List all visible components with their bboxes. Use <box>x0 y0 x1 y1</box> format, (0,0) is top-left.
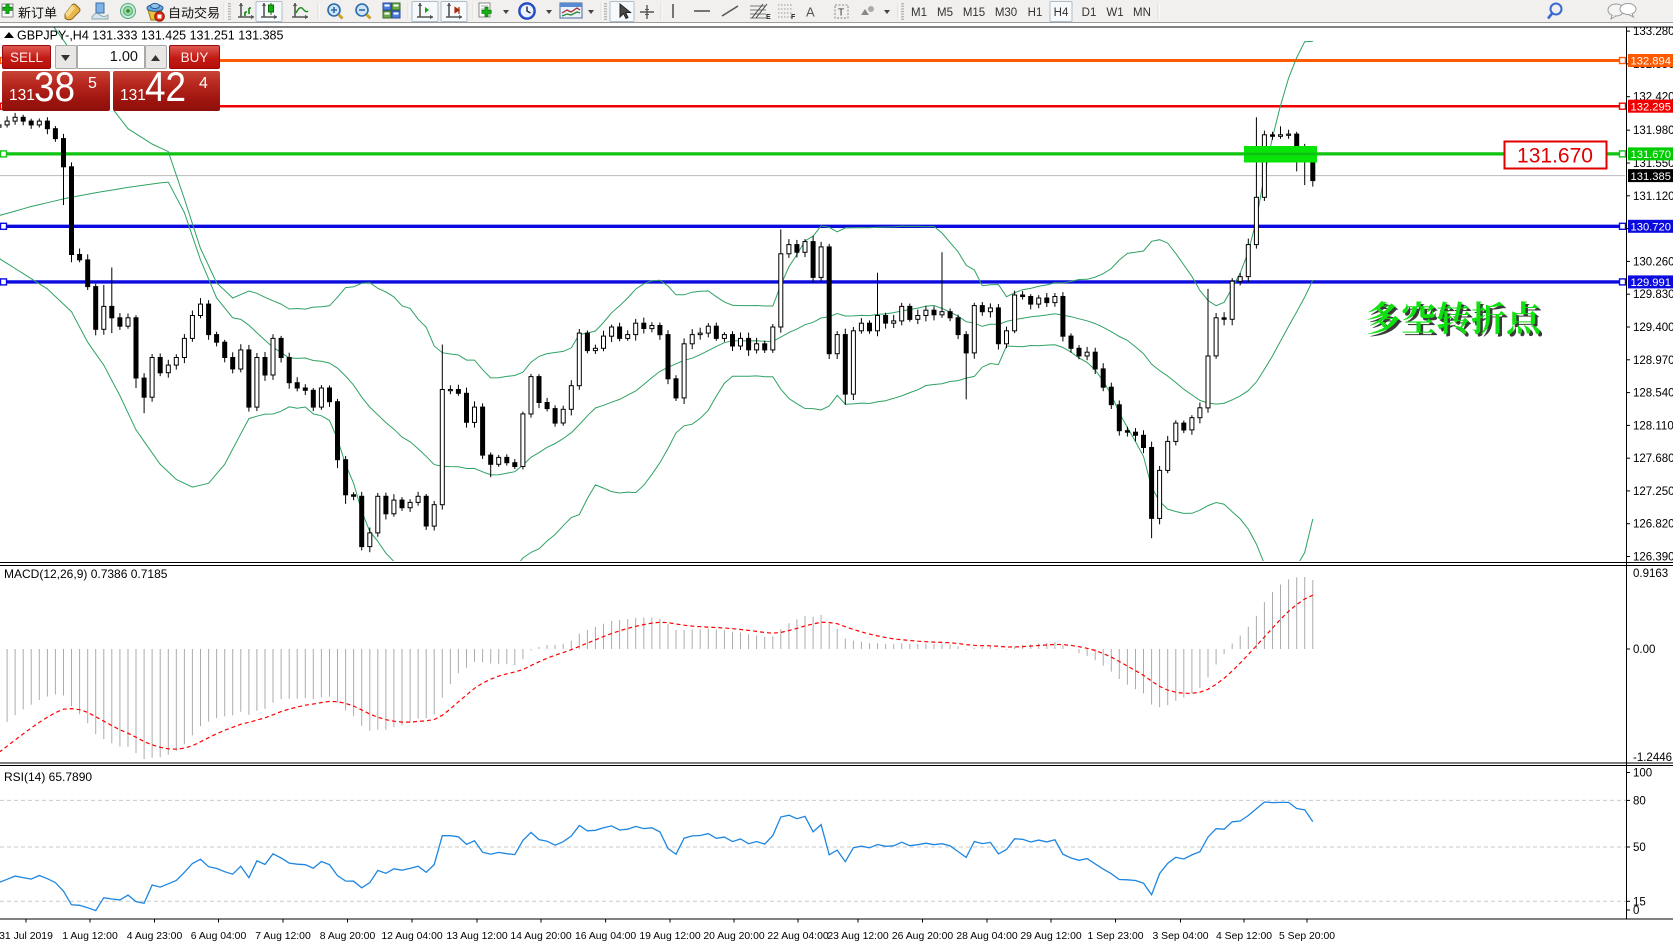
svg-text:130.260: 130.260 <box>1633 256 1673 268</box>
svg-text:131.120: 131.120 <box>1633 191 1673 203</box>
svg-text:129.991: 129.991 <box>1631 277 1671 289</box>
svg-text:14 Aug 20:00: 14 Aug 20:00 <box>510 931 571 942</box>
svg-text:133.280: 133.280 <box>1633 26 1673 38</box>
svg-text:H4: H4 <box>1054 7 1069 19</box>
svg-text:131.550: 131.550 <box>1633 158 1673 170</box>
svg-text:-1.2446: -1.2446 <box>1633 752 1672 764</box>
svg-text:M15: M15 <box>963 7 985 19</box>
svg-text:131.980: 131.980 <box>1633 125 1673 137</box>
svg-text:23 Aug 12:00: 23 Aug 12:00 <box>827 931 888 942</box>
svg-text:128.970: 128.970 <box>1633 355 1673 367</box>
svg-text:12 Aug 04:00: 12 Aug 04:00 <box>381 931 442 942</box>
svg-text:26 Aug 20:00: 26 Aug 20:00 <box>892 931 953 942</box>
svg-text:0.00: 0.00 <box>1633 644 1655 656</box>
svg-text:13 Aug 12:00: 13 Aug 12:00 <box>446 931 507 942</box>
svg-text:M30: M30 <box>995 7 1017 19</box>
svg-text:20 Aug 20:00: 20 Aug 20:00 <box>703 931 764 942</box>
svg-text:29 Aug 12:00: 29 Aug 12:00 <box>1020 931 1081 942</box>
svg-text:131.670: 131.670 <box>1517 145 1593 168</box>
svg-text:132.295: 132.295 <box>1631 101 1671 113</box>
svg-text:GBPJPY-,H4 131.333 131.425 13: GBPJPY-,H4 131.333 131.425 131.251 131.3… <box>17 29 283 43</box>
svg-text:126.390: 126.390 <box>1633 552 1673 564</box>
svg-text:129.830: 129.830 <box>1633 289 1673 301</box>
svg-text:3 Sep 04:00: 3 Sep 04:00 <box>1152 931 1208 942</box>
svg-text:MACD(12,26,9) 0.7386 0.7185: MACD(12,26,9) 0.7386 0.7185 <box>4 567 168 581</box>
svg-text:D1: D1 <box>1082 7 1097 19</box>
svg-text:E: E <box>766 14 771 21</box>
svg-text:1 Aug 12:00: 1 Aug 12:00 <box>62 931 118 942</box>
svg-text:127.680: 127.680 <box>1633 453 1673 465</box>
svg-text:22 Aug 04:00: 22 Aug 04:00 <box>767 931 828 942</box>
svg-text:19 Aug 12:00: 19 Aug 12:00 <box>639 931 700 942</box>
svg-text:M1: M1 <box>911 7 927 19</box>
svg-text:5 Sep 20:00: 5 Sep 20:00 <box>1279 931 1335 942</box>
svg-text:F: F <box>791 14 796 21</box>
svg-text:15: 15 <box>1633 896 1646 908</box>
svg-text:130.720: 130.720 <box>1631 222 1671 234</box>
svg-text:127.250: 127.250 <box>1633 486 1673 498</box>
svg-text:6 Aug 04:00: 6 Aug 04:00 <box>191 931 247 942</box>
svg-text:131.385: 131.385 <box>1631 171 1671 183</box>
svg-text:RSI(14) 65.7890: RSI(14) 65.7890 <box>4 770 92 784</box>
svg-text:129.400: 129.400 <box>1633 322 1673 334</box>
svg-text:W1: W1 <box>1106 7 1123 19</box>
svg-text:28 Aug 04:00: 28 Aug 04:00 <box>956 931 1017 942</box>
svg-text:132.894: 132.894 <box>1631 56 1671 68</box>
svg-text:1 Sep 23:00: 1 Sep 23:00 <box>1087 931 1143 942</box>
svg-text:4 Sep 12:00: 4 Sep 12:00 <box>1216 931 1272 942</box>
svg-text:7 Aug 12:00: 7 Aug 12:00 <box>255 931 311 942</box>
svg-text:0.9163: 0.9163 <box>1633 568 1668 580</box>
svg-text:128.110: 128.110 <box>1633 420 1673 432</box>
svg-text:50: 50 <box>1633 842 1646 854</box>
svg-text:A: A <box>806 5 815 20</box>
svg-text:126.820: 126.820 <box>1633 519 1673 531</box>
svg-text:100: 100 <box>1633 768 1652 780</box>
svg-text:8 Aug 20:00: 8 Aug 20:00 <box>320 931 376 942</box>
svg-text:H1: H1 <box>1028 7 1043 19</box>
svg-text:80: 80 <box>1633 795 1646 807</box>
svg-text:16 Aug 04:00: 16 Aug 04:00 <box>575 931 636 942</box>
svg-text:T: T <box>838 8 844 19</box>
svg-text:131.670: 131.670 <box>1631 149 1671 161</box>
svg-text:31 Jul 2019: 31 Jul 2019 <box>0 931 53 942</box>
svg-text:128.540: 128.540 <box>1633 388 1673 400</box>
svg-text:M5: M5 <box>937 7 953 19</box>
svg-text:4 Aug 23:00: 4 Aug 23:00 <box>127 931 183 942</box>
svg-text:MN: MN <box>1133 7 1151 19</box>
svg-text:0: 0 <box>1633 905 1639 917</box>
